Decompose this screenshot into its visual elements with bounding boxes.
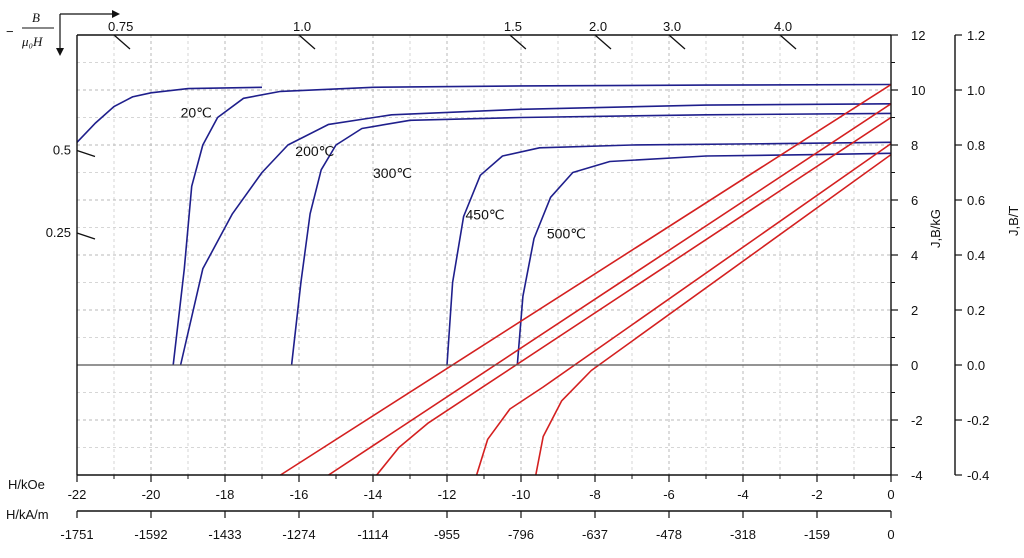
load-line-label: 0.5 bbox=[53, 143, 71, 158]
x-kam-tick-label: -1114 bbox=[357, 527, 388, 542]
x-kam-tick-label: -955 bbox=[434, 527, 460, 542]
x-kam-tick-label: -796 bbox=[508, 527, 534, 542]
load-line-mark bbox=[76, 232, 96, 240]
x-axis-koe-title: H/kOe bbox=[8, 477, 45, 492]
load-line-label: 0.75 bbox=[108, 19, 133, 34]
x-koe-tick-label: -18 bbox=[216, 487, 235, 502]
x-koe-tick-label: -12 bbox=[438, 487, 457, 502]
x-kam-tick-label: -1433 bbox=[208, 527, 241, 542]
x-koe-tick-label: 0 bbox=[887, 487, 894, 502]
load-line-label: 4.0 bbox=[774, 19, 792, 34]
x-koe-tick-label: -8 bbox=[589, 487, 601, 502]
x-kam-tick-label: -478 bbox=[656, 527, 682, 542]
load-line-label: 1.0 bbox=[293, 19, 311, 34]
y-kg-tick-label: -2 bbox=[911, 413, 923, 428]
curve-20℃-upper bbox=[76, 86, 263, 143]
y-kg-tick-label: 4 bbox=[911, 248, 918, 263]
load-line-mark bbox=[298, 34, 316, 50]
x-kam-tick-label: -1592 bbox=[134, 527, 167, 542]
corner-numerator: B bbox=[32, 10, 40, 25]
curve-B-200℃ bbox=[328, 103, 892, 476]
load-line-label: 0.25 bbox=[46, 225, 71, 240]
y-t-tick-label: 1.2 bbox=[967, 28, 985, 43]
x-koe-tick-label: -14 bbox=[364, 487, 383, 502]
load-line-markers: 0.75 1.0 1.5 2.0 3.0 4.0 0.5 0.25 bbox=[46, 19, 797, 240]
x-kam-tick-label: -1751 bbox=[60, 527, 93, 542]
load-line-label: 2.0 bbox=[589, 19, 607, 34]
load-line-mark bbox=[76, 149, 96, 158]
load-line-label: 3.0 bbox=[663, 19, 681, 34]
load-line-mark bbox=[779, 34, 797, 50]
x-kam-tick-label: -1274 bbox=[282, 527, 315, 542]
x-axis-kam-title: H/kA/m bbox=[6, 507, 49, 522]
y-kg-tick-label: 6 bbox=[911, 193, 918, 208]
y-axis-t-title: J,B/T bbox=[1006, 206, 1021, 236]
load-line-mark bbox=[113, 34, 131, 50]
load-line-mark bbox=[668, 34, 686, 50]
y-axis-kg-title: J,B/kG bbox=[928, 209, 943, 248]
grid bbox=[76, 34, 892, 476]
corner-arrow-down-head bbox=[56, 48, 64, 56]
y-t-tick-label: 0.0 bbox=[967, 358, 985, 373]
y-t-tick-label: 0.8 bbox=[967, 138, 985, 153]
corner-arrow-right-head bbox=[112, 10, 120, 18]
curve-label-500℃: 500℃ bbox=[547, 226, 586, 242]
x-koe-tick-label: -22 bbox=[68, 487, 87, 502]
x-kam-tick-label: -159 bbox=[804, 527, 830, 542]
curve-200℃ bbox=[290, 112, 892, 366]
x-koe-tick-label: -4 bbox=[737, 487, 749, 502]
x-koe-tick-label: -10 bbox=[512, 487, 531, 502]
curve-B-450℃ bbox=[475, 142, 892, 476]
y-kg-tick-label: 8 bbox=[911, 138, 918, 153]
curve-label-300℃: 300℃ bbox=[373, 165, 412, 181]
curve-B-20℃ bbox=[280, 83, 892, 476]
y-kg-tick-label: 2 bbox=[911, 303, 918, 318]
corner-minus: − bbox=[6, 24, 14, 39]
curve-label-200℃: 200℃ bbox=[295, 143, 334, 159]
curve-label-20℃: 20℃ bbox=[181, 105, 212, 121]
axis-ticks: -22 -20 -18 -16 -14 -12 -10 -8 -6 -4 -2 0-1751 -1592… bbox=[60, 28, 989, 542]
curves: 20℃ 200℃ 300℃ 450℃ 500℃ bbox=[76, 83, 892, 476]
curve-300℃ bbox=[179, 103, 892, 366]
y-kg-tick-label: 0 bbox=[911, 358, 918, 373]
y-t-tick-label: 1.0 bbox=[967, 83, 985, 98]
y-t-tick-label: 0.4 bbox=[967, 248, 985, 263]
curve-B-500℃ bbox=[535, 153, 892, 476]
x-kam-tick-label: -637 bbox=[582, 527, 608, 542]
y-kg-tick-label: 12 bbox=[911, 28, 925, 43]
x-kam-tick-label: -318 bbox=[730, 527, 756, 542]
curve-500℃ bbox=[516, 152, 892, 366]
x-kam-tick-label: 0 bbox=[887, 527, 894, 542]
curve-label-450℃: 450℃ bbox=[466, 206, 505, 222]
y-t-tick-label: 0.6 bbox=[967, 193, 985, 208]
corner-label: − B μ₀H bbox=[6, 10, 120, 56]
y-kg-tick-label: -4 bbox=[911, 468, 923, 483]
x-koe-tick-label: -20 bbox=[142, 487, 161, 502]
y-t-tick-label: -0.2 bbox=[967, 413, 989, 428]
y-t-tick-label: -0.4 bbox=[967, 468, 989, 483]
x-koe-tick-label: -6 bbox=[663, 487, 675, 502]
corner-denominator: μ₀H bbox=[21, 34, 43, 49]
x-koe-tick-label: -2 bbox=[811, 487, 823, 502]
curve-B-300℃ bbox=[376, 116, 892, 476]
x-koe-tick-label: -16 bbox=[290, 487, 309, 502]
load-line-mark bbox=[509, 34, 527, 50]
load-line-label: 1.5 bbox=[504, 19, 522, 34]
y-kg-tick-label: 10 bbox=[911, 83, 925, 98]
curve-20℃ bbox=[172, 83, 892, 366]
curve-450℃ bbox=[446, 141, 892, 366]
y-t-tick-label: 0.2 bbox=[967, 303, 985, 318]
load-line-mark bbox=[594, 34, 612, 50]
